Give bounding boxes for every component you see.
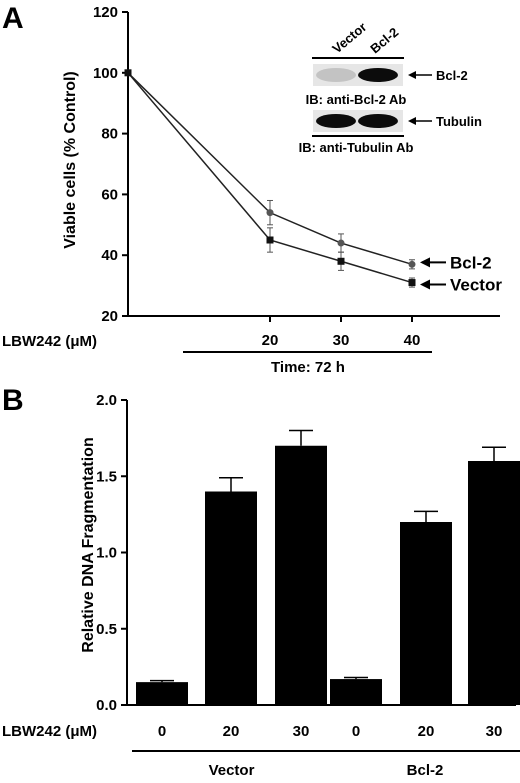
panel-b-ylabel: Relative DNA Fragmentation	[80, 437, 97, 652]
panel-b-letter: B	[2, 384, 24, 417]
panel-b-ytick-label: 0.0	[96, 697, 117, 714]
panel-a-xtick-labels: 20 30 40	[262, 332, 421, 349]
panel-a-ytick-label: 40	[101, 247, 118, 264]
blot-caption: IB: anti-Tubulin Ab	[299, 140, 414, 155]
blot-arrowhead	[408, 71, 416, 79]
legend-arrowhead	[420, 279, 430, 290]
panel-a-x-prefix: LBW242 (μM)	[2, 333, 97, 350]
panel-a-ytick-label: 60	[101, 186, 118, 203]
panel-b-xtick-label: 20	[418, 723, 435, 740]
blot-band	[358, 68, 398, 82]
blot-band	[358, 114, 398, 128]
panel-b-x-prefix: LBW242 (μM)	[2, 723, 97, 740]
legend-label-vector: Vector	[450, 276, 502, 295]
bar-bcl-2-0	[330, 679, 382, 705]
panel-b-ytick-label: 1.5	[96, 468, 117, 485]
blot-band	[316, 114, 356, 128]
panel-a-ytick-label: 120	[93, 4, 118, 21]
panel-a-ytick-label: 100	[93, 65, 118, 82]
series-line-bcl-2	[127, 72, 413, 266]
panel-b-xtick-label: 0	[352, 723, 360, 740]
series-vector: Vector	[124, 69, 502, 295]
data-point-circle	[266, 209, 274, 217]
panel-a-ylabel: Viable cells (% Control)	[62, 71, 79, 249]
data-point-square	[408, 279, 416, 287]
bar-vector-20	[205, 491, 257, 705]
panel-a-time-label: Time: 72 h	[271, 359, 345, 376]
blot-row-label: Tubulin	[436, 114, 482, 129]
panel-a-xtick-label: 30	[333, 332, 350, 349]
legend-arrowhead	[420, 257, 430, 268]
bar-vector-30	[275, 445, 327, 705]
panel-a-ytick-label: 80	[101, 126, 118, 143]
panel-a-ytick-labels: 20 40 60 80 100 120	[93, 4, 118, 325]
panel-a-series: Bcl-2 Vector	[124, 69, 502, 295]
legend-label-bcl-2: Bcl-2	[450, 253, 492, 272]
panel-b-group-labels: Vector Bcl-2	[132, 750, 520, 779]
panel-b-bars	[136, 429, 520, 705]
panel-a-xtick-label: 20	[262, 332, 279, 349]
panel-b-ytick-label: 0.5	[96, 621, 117, 638]
panel-b-ytick-labels: 0.0 0.5 1.0 1.5 2.0	[96, 392, 117, 714]
panel-b-ytick-label: 1.0	[96, 545, 117, 562]
blot-arrowhead	[408, 117, 416, 125]
group-label-bcl-2: Bcl-2	[407, 762, 444, 779]
bar-bcl-2-20	[400, 522, 452, 705]
panel-b-ytick-label: 2.0	[96, 392, 117, 409]
data-point-circle	[337, 239, 345, 247]
bar-vector-0	[136, 682, 188, 705]
panel-b-xtick-labels: 0 20 30 0 20 30	[158, 723, 503, 740]
data-point-square	[124, 69, 132, 77]
group-label-vector: Vector	[209, 762, 255, 779]
panel-b-xtick-label: 20	[223, 723, 240, 740]
bar-bcl-2-30	[468, 461, 520, 705]
inset-column-label: Vector	[329, 19, 369, 56]
panel-b-xtick-label: 30	[293, 723, 310, 740]
panel-a-letter: A	[2, 2, 24, 35]
data-point-square	[266, 236, 274, 244]
panel-a-xtick-label: 40	[404, 332, 421, 349]
panel-b-xtick-label: 0	[158, 723, 166, 740]
panel-a-ytick-label: 20	[101, 308, 118, 325]
panel-a-axes	[122, 11, 500, 322]
blot-band	[316, 68, 356, 82]
blot-row-label: Bcl-2	[436, 68, 468, 83]
data-point-square	[337, 257, 345, 265]
series-line-vector	[127, 72, 413, 284]
inset-column-label: Bcl-2	[367, 24, 401, 56]
panel-b-xtick-label: 30	[486, 723, 503, 740]
data-point-circle	[408, 260, 416, 268]
blot-caption: IB: anti-Bcl-2 Ab	[306, 92, 407, 107]
